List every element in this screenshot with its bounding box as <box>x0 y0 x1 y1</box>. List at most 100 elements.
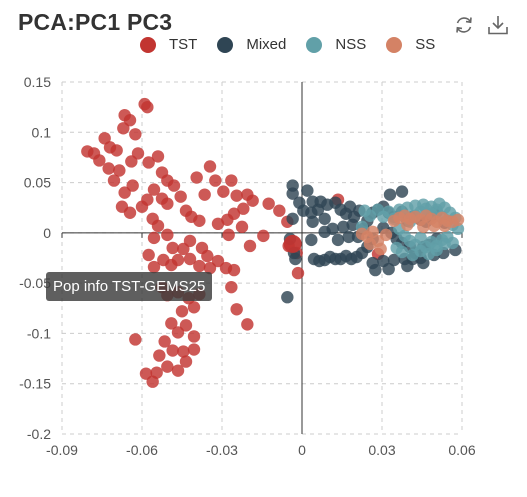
data-point-nss <box>446 236 459 250</box>
legend-swatch-mixed <box>217 36 234 53</box>
legend-swatch-ss <box>386 36 403 53</box>
data-point-tst <box>118 186 131 199</box>
data-point-tst <box>165 317 178 330</box>
download-icon[interactable] <box>487 14 509 36</box>
data-point-tst <box>161 228 174 242</box>
legend-swatch-tst <box>140 36 156 53</box>
data-point-tst <box>179 319 193 332</box>
data-point-ss <box>451 213 465 226</box>
data-point-tst <box>161 360 174 373</box>
data-point-tst <box>123 114 137 127</box>
data-point-mixed <box>417 256 430 270</box>
legend-label-tst: TST <box>169 36 198 53</box>
legend-label-nss: NSS <box>335 36 367 53</box>
data-point-tst <box>183 252 197 266</box>
data-point-tst <box>98 132 111 145</box>
y-tick-label: 0.1 <box>32 124 52 140</box>
data-point-ss <box>438 219 451 233</box>
data-point-tst <box>203 261 217 275</box>
x-tick-label: -0.03 <box>206 442 238 458</box>
legend-item-tst[interactable]: TST <box>140 36 197 53</box>
y-tick-label: 0.05 <box>24 175 51 191</box>
y-tick-label: -0.1 <box>27 325 51 341</box>
data-point-tst <box>243 239 257 253</box>
x-tick-label: 0.06 <box>448 442 475 458</box>
data-point-tst <box>151 150 165 163</box>
data-point-tst <box>177 345 190 358</box>
data-point-tst <box>193 259 206 273</box>
data-point-mixed <box>369 263 382 277</box>
data-point-tst <box>125 155 138 168</box>
data-point-tst <box>147 183 161 196</box>
chart-toolbar <box>453 14 509 36</box>
data-point-tst <box>230 303 243 316</box>
data-point-tst <box>179 355 193 368</box>
data-point-nss <box>417 198 430 211</box>
data-point-ss <box>417 220 430 234</box>
legend-swatch-nss <box>306 36 323 53</box>
data-point-mixed <box>387 253 401 267</box>
data-point-tst <box>273 204 286 217</box>
data-point-tst <box>171 364 185 377</box>
data-point-mixed <box>343 200 357 213</box>
data-point-tst <box>193 214 206 227</box>
highlighted-point <box>283 234 302 253</box>
y-tick-label: 0 <box>43 225 51 241</box>
data-point-tst <box>187 301 201 314</box>
data-point-mixed <box>289 252 302 266</box>
data-point-mixed <box>326 222 339 236</box>
data-point-tst <box>171 253 185 267</box>
data-point-tst <box>153 349 166 362</box>
data-point-tst <box>203 160 217 173</box>
data-point-tst <box>246 194 259 207</box>
x-tick-label: -0.09 <box>46 442 78 458</box>
legend-item-mixed[interactable]: Mixed <box>217 36 286 53</box>
data-point-tst <box>123 206 137 219</box>
legend-item-ss[interactable]: SS <box>386 36 435 53</box>
data-point-tst <box>183 234 197 248</box>
data-point-mixed <box>382 262 395 276</box>
data-point-tst <box>262 197 275 210</box>
x-tick-label: 0 <box>298 442 306 458</box>
data-point-tst <box>167 179 181 192</box>
data-point-tst <box>211 254 225 268</box>
data-point-tst <box>198 188 211 201</box>
data-point-ss <box>363 237 377 251</box>
data-point-tst <box>211 217 225 231</box>
data-point-nss <box>414 231 427 245</box>
data-point-tst <box>187 330 201 343</box>
data-point-tst <box>166 241 179 255</box>
data-point-tst <box>158 335 171 348</box>
data-point-tst <box>113 164 126 177</box>
data-point-ss <box>374 242 387 256</box>
data-point-tst <box>135 200 149 213</box>
data-point-tst <box>257 229 270 243</box>
data-point-mixed <box>401 259 414 273</box>
legend-item-nss[interactable]: NSS <box>306 36 366 53</box>
legend-label-mixed: Mixed <box>246 36 287 53</box>
y-tick-label: -0.05 <box>19 275 51 291</box>
data-point-mixed <box>346 218 359 232</box>
data-point-tst <box>93 154 106 167</box>
y-tick-label: -0.2 <box>27 426 51 442</box>
data-point-mixed <box>306 215 319 228</box>
data-point-tst <box>150 366 163 379</box>
data-point-tst <box>209 174 222 187</box>
data-point-mixed <box>318 212 331 225</box>
data-point-tst <box>174 190 187 203</box>
data-point-tst <box>161 197 174 210</box>
data-point-tst <box>291 266 305 280</box>
data-point-tst <box>129 128 142 141</box>
data-point-tst <box>171 326 185 339</box>
data-point-tst <box>235 220 249 234</box>
data-point-tst <box>225 174 238 187</box>
x-tick-label: -0.06 <box>126 442 158 458</box>
data-point-ss <box>379 228 393 242</box>
data-point-ss <box>366 225 379 239</box>
data-point-tst <box>230 189 243 202</box>
data-point-tst <box>142 248 155 262</box>
refresh-icon[interactable] <box>453 14 475 36</box>
data-point-tst <box>187 343 201 356</box>
data-point-tst <box>227 263 241 277</box>
